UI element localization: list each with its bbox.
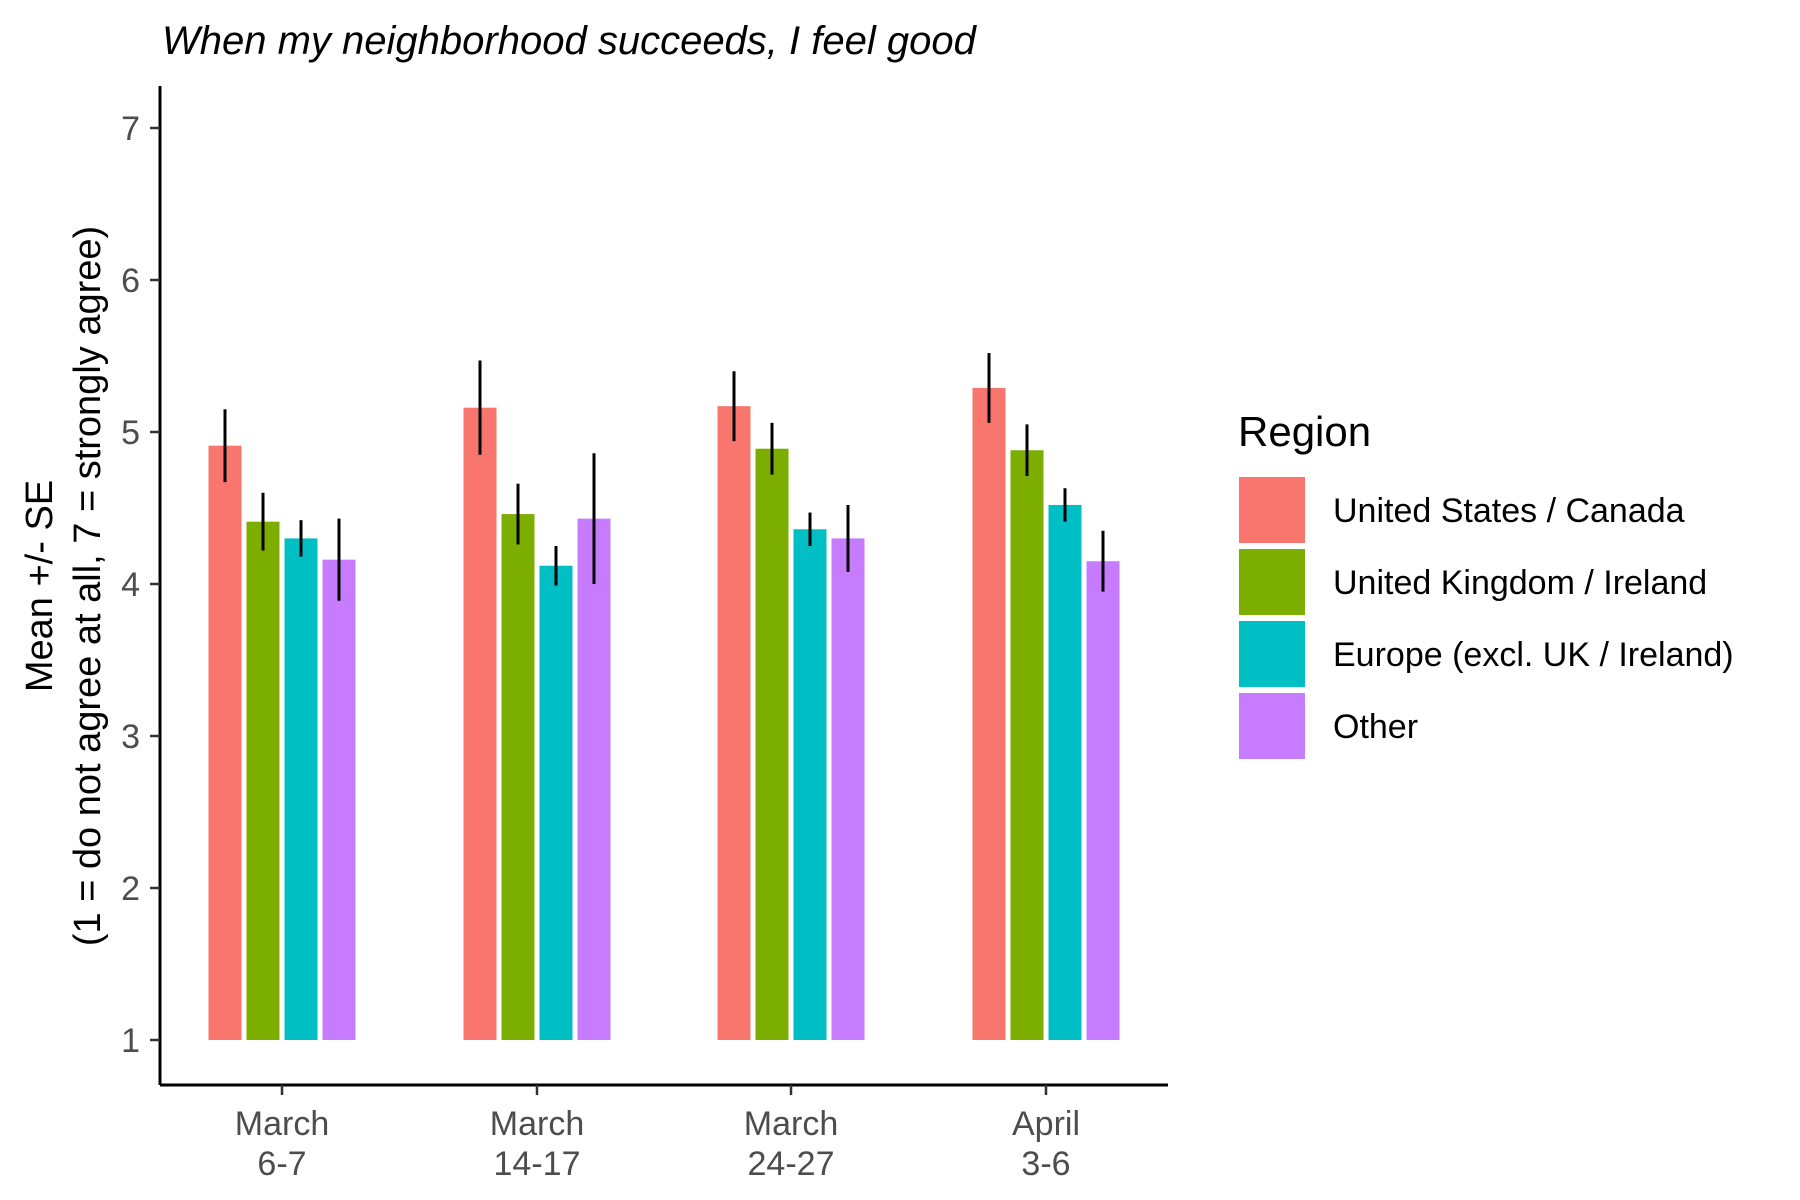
bar (755, 448, 789, 1041)
bar (322, 559, 356, 1040)
legend-swatch (1239, 477, 1305, 543)
legend-label: United States / Canada (1333, 492, 1685, 530)
y-tick-label: 1 (121, 1022, 140, 1060)
y-tick-label: 5 (121, 414, 140, 452)
x-tick-label-line: 14-17 (494, 1145, 581, 1183)
bar (208, 445, 242, 1040)
bar (1086, 561, 1120, 1040)
chart-title: When my neighborhood succeeds, I feel go… (162, 19, 978, 63)
x-tick-label: March 6-7 (235, 1105, 329, 1183)
bar (972, 387, 1006, 1040)
bar (246, 521, 280, 1040)
bar (577, 518, 611, 1040)
legend-label: United Kingdom / Ireland (1333, 564, 1707, 602)
y-axis-title-line: (1 = do not agree at all, 7 = strongly a… (67, 226, 109, 946)
x-tick-label-line: April (1012, 1105, 1080, 1143)
x-tick-label: March 14-17 (490, 1105, 584, 1183)
legend: Region United States / Canada United Kingd… (1238, 408, 1734, 759)
x-tick-label: March 24-27 (744, 1105, 838, 1183)
bar (717, 406, 751, 1040)
bar (793, 529, 827, 1040)
legend-swatch (1239, 549, 1305, 615)
x-tick-label-line: March (744, 1105, 838, 1143)
bar (1010, 450, 1044, 1040)
bar (1048, 504, 1082, 1041)
bar (463, 407, 497, 1040)
y-axis-title: Mean +/- SE (1 = do not agree at all, 7 =… (19, 226, 109, 946)
y-tick-label: 2 (121, 870, 140, 908)
legend-swatch (1239, 621, 1305, 687)
legend-label: Europe (excl. UK / Ireland) (1333, 636, 1734, 674)
y-tick-label: 3 (121, 718, 140, 756)
x-tick-label-line: March (235, 1105, 329, 1143)
y-tick-label: 4 (121, 566, 140, 604)
bar (501, 514, 535, 1040)
legend-swatch (1239, 693, 1305, 759)
bar (539, 565, 573, 1040)
x-tick-label-line: 6-7 (257, 1145, 306, 1183)
bar (284, 538, 318, 1040)
plot-area: 1 2 3 4 5 6 7 Mean +/- SE (1 = do not agree at a… (19, 86, 1168, 1183)
x-tick-label-line: 3-6 (1021, 1145, 1070, 1183)
x-tick-label-line: March (490, 1105, 584, 1143)
y-axis-title-line: Mean +/- SE (19, 480, 61, 692)
legend-title: Region (1238, 408, 1371, 455)
x-tick-label: April 3-6 (1012, 1105, 1080, 1183)
y-tick-label: 6 (121, 262, 140, 300)
legend-label: Other (1333, 708, 1418, 746)
bar (831, 538, 865, 1040)
x-tick-label-line: 24-27 (748, 1145, 835, 1183)
y-tick-label: 7 (121, 110, 140, 148)
